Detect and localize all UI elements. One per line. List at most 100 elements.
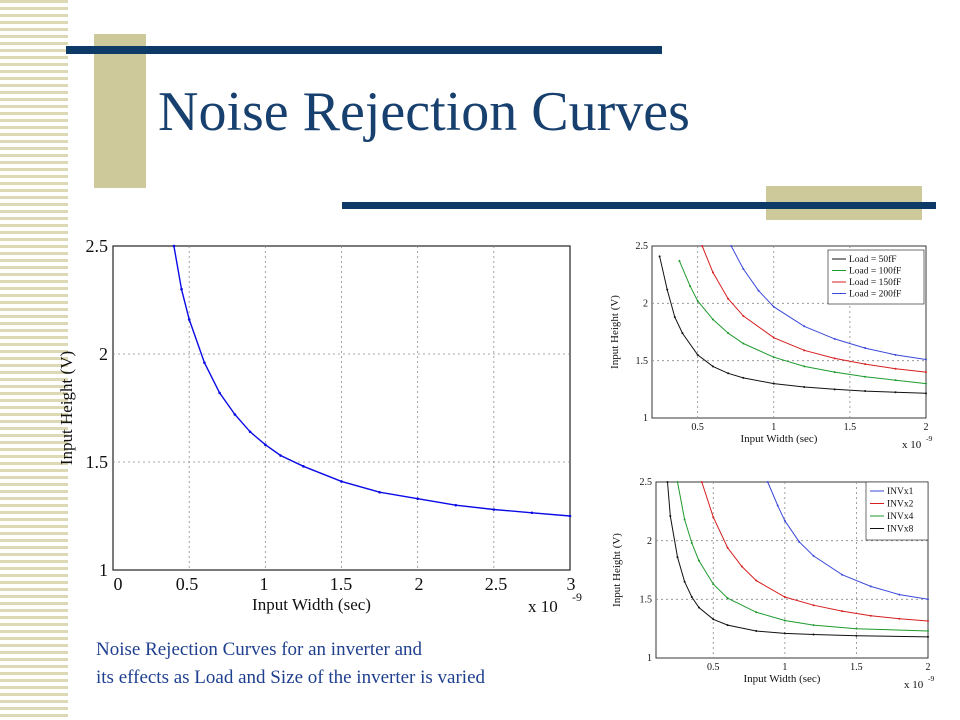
series-point (898, 617, 901, 620)
y-tick-label: 1 (647, 653, 652, 664)
series-point (666, 288, 669, 291)
series-point (833, 371, 836, 374)
series-point (925, 358, 927, 361)
load-variation-chart: 0.5 1 1.5 2 1 1.5 2 2.5 Input Width (sec) Input H… (609, 241, 933, 451)
x-axis-label: Input Width (sec) (741, 433, 818, 445)
series-point (742, 314, 745, 317)
series-point (783, 619, 786, 622)
series-point (568, 514, 572, 518)
caption-line-2: its effects as Load and Size of the inve… (96, 667, 486, 688)
series-point (776, 504, 779, 507)
x-multiplier-label: x 10 (528, 597, 558, 616)
series-point (812, 604, 815, 607)
series-point (378, 490, 381, 494)
series-point (697, 606, 700, 609)
series-point (755, 630, 758, 633)
x-tick-label: 2 (415, 574, 424, 594)
series-point (172, 244, 176, 248)
series-point (927, 620, 929, 623)
legend-label: INVx4 (887, 512, 914, 522)
series-point (766, 481, 769, 483)
series-point (669, 515, 672, 518)
x-multiplier-exponent: -9 (928, 674, 935, 683)
series-point (812, 554, 815, 557)
series-point (772, 382, 775, 385)
series-point (742, 376, 745, 379)
series-point (726, 546, 729, 549)
y-tick-label: 1.5 (636, 356, 649, 367)
x-multiplier-label: x 10 (904, 679, 924, 691)
series-point (683, 580, 686, 583)
series-point (841, 573, 844, 576)
x-tick-label: 3 (567, 574, 576, 594)
top-accent-bar (66, 46, 662, 54)
legend-label: Load = 150fF (849, 277, 901, 288)
series-point (798, 540, 801, 543)
series-point (696, 300, 699, 303)
series-line (678, 260, 927, 385)
x-tick-label: 1.5 (330, 574, 353, 594)
y-tick-label: 2 (643, 299, 648, 310)
series-point (690, 542, 693, 545)
series-point (530, 511, 534, 515)
series-point (755, 611, 758, 614)
series-point (803, 365, 806, 368)
legend-label: INVx8 (887, 525, 914, 535)
legend-label: INVx2 (887, 500, 914, 510)
x-tick-label: 0.5 (691, 422, 704, 433)
x-tick-label: 1 (771, 422, 776, 433)
series-point (783, 632, 786, 635)
series-point (416, 497, 419, 501)
y-tick-label: 1.5 (640, 595, 653, 606)
series-point (726, 624, 729, 627)
series-point (803, 325, 806, 328)
series-line (701, 245, 927, 373)
series-point (676, 481, 679, 483)
series-point (218, 391, 221, 395)
x-tick-label: 0.5 (707, 662, 720, 673)
series-point (927, 630, 929, 633)
series-point (340, 480, 343, 483)
series-point (302, 465, 305, 468)
x-axis-label: Input Width (sec) (252, 595, 371, 614)
x-tick-label: 1.5 (844, 422, 857, 433)
series-point (855, 627, 858, 630)
series-point (757, 289, 760, 292)
series-point (727, 332, 730, 335)
series-point (187, 318, 191, 321)
x-tick-label: 0 (114, 574, 123, 594)
series-point (925, 392, 927, 395)
series-point (894, 353, 897, 356)
series-point (812, 624, 815, 627)
legend-label: Load = 100fF (849, 266, 901, 277)
series-point (894, 391, 897, 394)
series-point (454, 503, 458, 507)
series-point (833, 357, 836, 360)
chart-legend: INVx1 INVx2 INVx4 INVx8 (865, 481, 929, 541)
series-point (898, 593, 901, 596)
legend-label: INVx1 (887, 487, 914, 497)
series-point (855, 634, 858, 637)
series-point (203, 361, 206, 364)
series-point (783, 519, 786, 522)
series-point (248, 430, 252, 434)
series-point (279, 454, 282, 457)
mid-accent-bar (342, 202, 936, 209)
series-point (894, 379, 897, 382)
title-accent-block (94, 34, 146, 188)
series-point (264, 443, 267, 447)
series-point (772, 305, 775, 308)
y-tick-label: 2.5 (86, 236, 109, 256)
y-axis-label: Input Height (V) (57, 351, 76, 465)
x-tick-label: 1 (260, 574, 269, 594)
legend-box (865, 481, 929, 541)
series-point (726, 597, 729, 600)
series-point (864, 375, 867, 378)
series-point (755, 579, 758, 582)
series-point (676, 556, 679, 559)
series-point (711, 365, 714, 368)
series-point (697, 559, 700, 562)
y-tick-label: 1 (99, 560, 108, 580)
series-point (864, 363, 867, 366)
slide-caption: Noise Rejection Curves for an inverter a… (96, 636, 656, 692)
